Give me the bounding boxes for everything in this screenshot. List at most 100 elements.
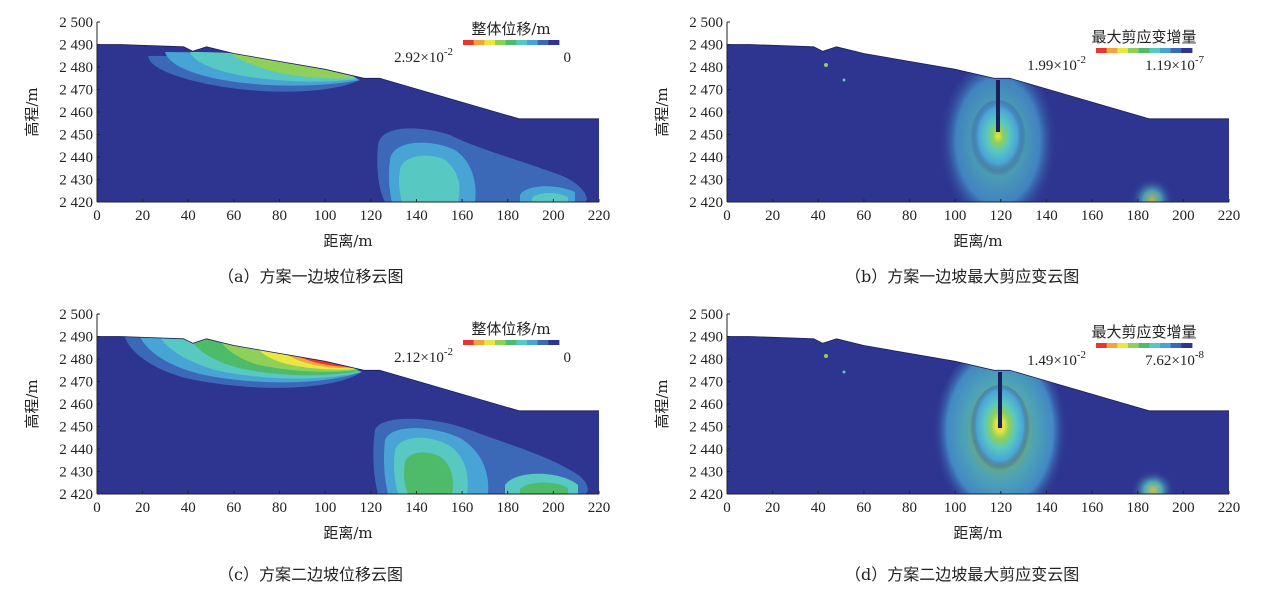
x-tick-label: 140 bbox=[1035, 500, 1058, 516]
shear-spot-1 bbox=[824, 354, 828, 358]
colorbar-swatch bbox=[1138, 48, 1150, 53]
x-tick-label: 140 bbox=[405, 208, 428, 224]
shear-spot-1 bbox=[824, 63, 828, 67]
x-tick-label: 120 bbox=[990, 500, 1013, 516]
panel-a-displacement-scheme-1: 0 20 40 60 80 100 120 140 160 180 200 220 2 500 2 490… bbox=[23, 15, 610, 286]
y-tick-label: 2 480 bbox=[59, 60, 93, 76]
y-tick-label: 2 460 bbox=[689, 105, 723, 121]
y-tick-label: 2 430 bbox=[689, 173, 723, 189]
colorbar-swatch bbox=[516, 340, 528, 345]
colorbar-swatch bbox=[516, 40, 528, 45]
x-tick-label: 160 bbox=[451, 208, 474, 224]
x-tick-label: 60 bbox=[856, 500, 871, 516]
x-tick-label: 200 bbox=[1172, 500, 1195, 516]
x-tick-label: 180 bbox=[1126, 500, 1149, 516]
legend: 整体位移/m 2.12×10-2 0 bbox=[394, 320, 571, 366]
colorbar-swatch bbox=[548, 40, 560, 45]
colorbar-swatch bbox=[495, 340, 507, 345]
legend-max-exponent: -2 bbox=[1077, 349, 1086, 361]
y-tick-label: 2 460 bbox=[59, 105, 93, 121]
y-tick-label: 2 450 bbox=[689, 420, 723, 436]
slope-outline bbox=[727, 336, 1229, 412]
x-tick-label: 0 bbox=[93, 500, 101, 516]
legend-min-label: 0 bbox=[564, 350, 572, 366]
panel-caption: （d）方案二边坡最大剪应变云图 bbox=[845, 565, 1079, 584]
colorbar-swatch bbox=[1128, 48, 1140, 53]
y-tick-label: 2 430 bbox=[59, 173, 93, 189]
x-tick-label: 20 bbox=[135, 208, 150, 224]
x-axis-label: 距离/m bbox=[323, 232, 372, 250]
y-tick-label: 2 480 bbox=[689, 60, 723, 76]
y-tick-label: 2 420 bbox=[59, 195, 93, 211]
legend-max-label: 2.12×10-2 bbox=[394, 346, 453, 366]
y-tick-label: 2 500 bbox=[59, 15, 93, 31]
deep-zone-inner bbox=[398, 155, 460, 202]
colorbar-swatch bbox=[537, 40, 549, 45]
legend-max-exponent: -2 bbox=[444, 346, 453, 358]
x-tick-label: 100 bbox=[314, 208, 337, 224]
legend-min-label: 7.62×10-8 bbox=[1145, 349, 1204, 369]
x-tick-label: 60 bbox=[856, 208, 871, 224]
x-tick-label: 160 bbox=[1081, 208, 1104, 224]
x-tick-label: 120 bbox=[360, 500, 383, 516]
colorbar-swatch bbox=[1149, 343, 1161, 348]
legend-min-mantissa: 0 bbox=[564, 350, 572, 366]
legend-max-exponent: -2 bbox=[444, 46, 453, 58]
x-tick-label: 40 bbox=[181, 208, 196, 224]
colorbar-swatch bbox=[1160, 48, 1172, 53]
contour-layer bbox=[125, 336, 588, 494]
colorbar-swatch bbox=[484, 40, 496, 45]
x-tick-label: 200 bbox=[542, 208, 565, 224]
toe-shear-zone bbox=[1130, 173, 1174, 202]
legend: 最大剪应变增量 1.99×10-2 1.19×10-7 bbox=[1027, 28, 1204, 74]
y-axis-label: 高程/m bbox=[653, 379, 671, 428]
colorbar-swatch bbox=[527, 340, 539, 345]
y-tick-label: 2 450 bbox=[59, 128, 93, 144]
legend-title: 整体位移/m bbox=[471, 20, 550, 38]
x-tick-label: 20 bbox=[765, 500, 780, 516]
shear-band-inner bbox=[970, 385, 1030, 475]
x-tick-label: 0 bbox=[723, 208, 731, 224]
y-tick-label: 2 460 bbox=[689, 397, 723, 413]
colorbar-swatch bbox=[1117, 48, 1129, 53]
panel-caption: （a）方案一边坡位移云图 bbox=[218, 267, 404, 286]
y-tick-label: 2 490 bbox=[59, 330, 93, 346]
x-tick-label: 20 bbox=[135, 500, 150, 516]
y-tick-label: 2 500 bbox=[689, 307, 723, 323]
x-tick-label: 0 bbox=[93, 208, 101, 224]
x-tick-label: 100 bbox=[944, 208, 967, 224]
colorbar-swatch bbox=[463, 340, 475, 345]
colorbar-swatch bbox=[473, 340, 485, 345]
x-axis-label: 距离/m bbox=[953, 232, 1002, 250]
x-tick-label: 100 bbox=[314, 500, 337, 516]
legend-title: 整体位移/m bbox=[471, 320, 550, 338]
y-tick-label: 2 440 bbox=[59, 150, 93, 166]
y-tick-label: 2 480 bbox=[59, 352, 93, 368]
toe-zone-inner bbox=[520, 482, 568, 494]
legend-max-label: 1.49×10-2 bbox=[1027, 349, 1086, 369]
slope-outline bbox=[727, 44, 1229, 120]
y-tick-label: 2 490 bbox=[59, 38, 93, 54]
x-tick-label: 120 bbox=[360, 208, 383, 224]
y-tick-label: 2 470 bbox=[689, 83, 723, 99]
legend-title: 最大剪应变增量 bbox=[1091, 28, 1196, 46]
colorbar-swatch bbox=[1181, 343, 1193, 348]
x-tick-label: 20 bbox=[765, 208, 780, 224]
colorbar-swatch bbox=[1106, 343, 1118, 348]
deep-zone-core bbox=[404, 452, 454, 494]
y-tick-label: 2 440 bbox=[689, 150, 723, 166]
x-tick-label: 200 bbox=[1172, 208, 1195, 224]
y-tick-label: 2 460 bbox=[59, 397, 93, 413]
x-tick-label: 60 bbox=[226, 208, 241, 224]
y-tick-label: 2 480 bbox=[689, 352, 723, 368]
x-tick-label: 80 bbox=[902, 500, 917, 516]
y-axis-label: 高程/m bbox=[23, 379, 41, 428]
x-tick-label: 160 bbox=[1081, 500, 1104, 516]
x-tick-label: 100 bbox=[944, 500, 967, 516]
legend-max-mantissa: 2.92×10 bbox=[394, 50, 444, 66]
legend: 最大剪应变增量 1.49×10-2 7.62×10-8 bbox=[1027, 323, 1204, 369]
x-tick-label: 80 bbox=[272, 208, 287, 224]
colorbar-swatch bbox=[1117, 343, 1129, 348]
y-tick-label: 2 420 bbox=[59, 487, 93, 503]
